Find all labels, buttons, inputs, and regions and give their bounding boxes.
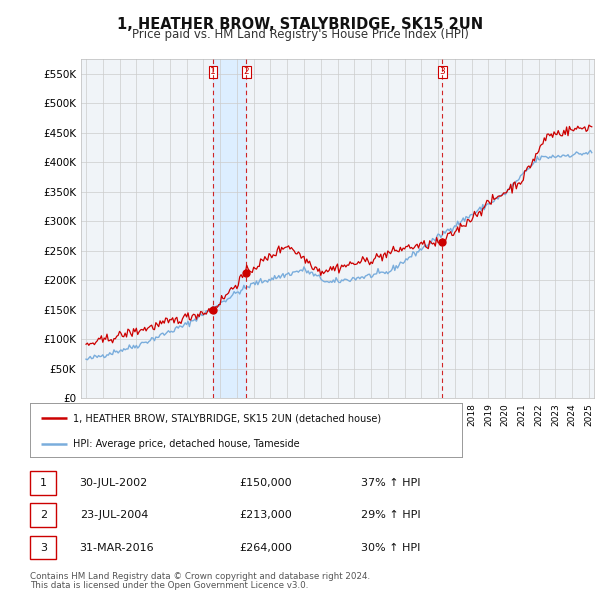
Text: 30-JUL-2002: 30-JUL-2002: [80, 478, 148, 488]
Text: £150,000: £150,000: [240, 478, 292, 488]
Text: 29% ↑ HPI: 29% ↑ HPI: [361, 510, 421, 520]
FancyBboxPatch shape: [30, 536, 56, 559]
Text: 3: 3: [439, 67, 445, 77]
Text: 31-MAR-2016: 31-MAR-2016: [80, 543, 154, 552]
Text: 2: 2: [40, 510, 47, 520]
Text: 1, HEATHER BROW, STALYBRIDGE, SK15 2UN (detached house): 1, HEATHER BROW, STALYBRIDGE, SK15 2UN (…: [73, 413, 382, 423]
Text: 1: 1: [210, 67, 216, 77]
Text: 3: 3: [40, 543, 47, 552]
Text: 1: 1: [40, 478, 47, 488]
Text: 30% ↑ HPI: 30% ↑ HPI: [361, 543, 421, 552]
Text: 2: 2: [244, 67, 249, 77]
Text: £213,000: £213,000: [240, 510, 293, 520]
Text: 23-JUL-2004: 23-JUL-2004: [80, 510, 148, 520]
Text: This data is licensed under the Open Government Licence v3.0.: This data is licensed under the Open Gov…: [30, 581, 308, 589]
FancyBboxPatch shape: [30, 503, 56, 527]
Bar: [213, 59, 247, 398]
Text: Price paid vs. HM Land Registry's House Price Index (HPI): Price paid vs. HM Land Registry's House …: [131, 28, 469, 41]
Text: 37% ↑ HPI: 37% ↑ HPI: [361, 478, 421, 488]
Text: £264,000: £264,000: [240, 543, 293, 552]
Text: Contains HM Land Registry data © Crown copyright and database right 2024.: Contains HM Land Registry data © Crown c…: [30, 572, 370, 581]
Text: HPI: Average price, detached house, Tameside: HPI: Average price, detached house, Tame…: [73, 439, 300, 448]
Text: 1, HEATHER BROW, STALYBRIDGE, SK15 2UN: 1, HEATHER BROW, STALYBRIDGE, SK15 2UN: [117, 17, 483, 31]
FancyBboxPatch shape: [30, 471, 56, 495]
